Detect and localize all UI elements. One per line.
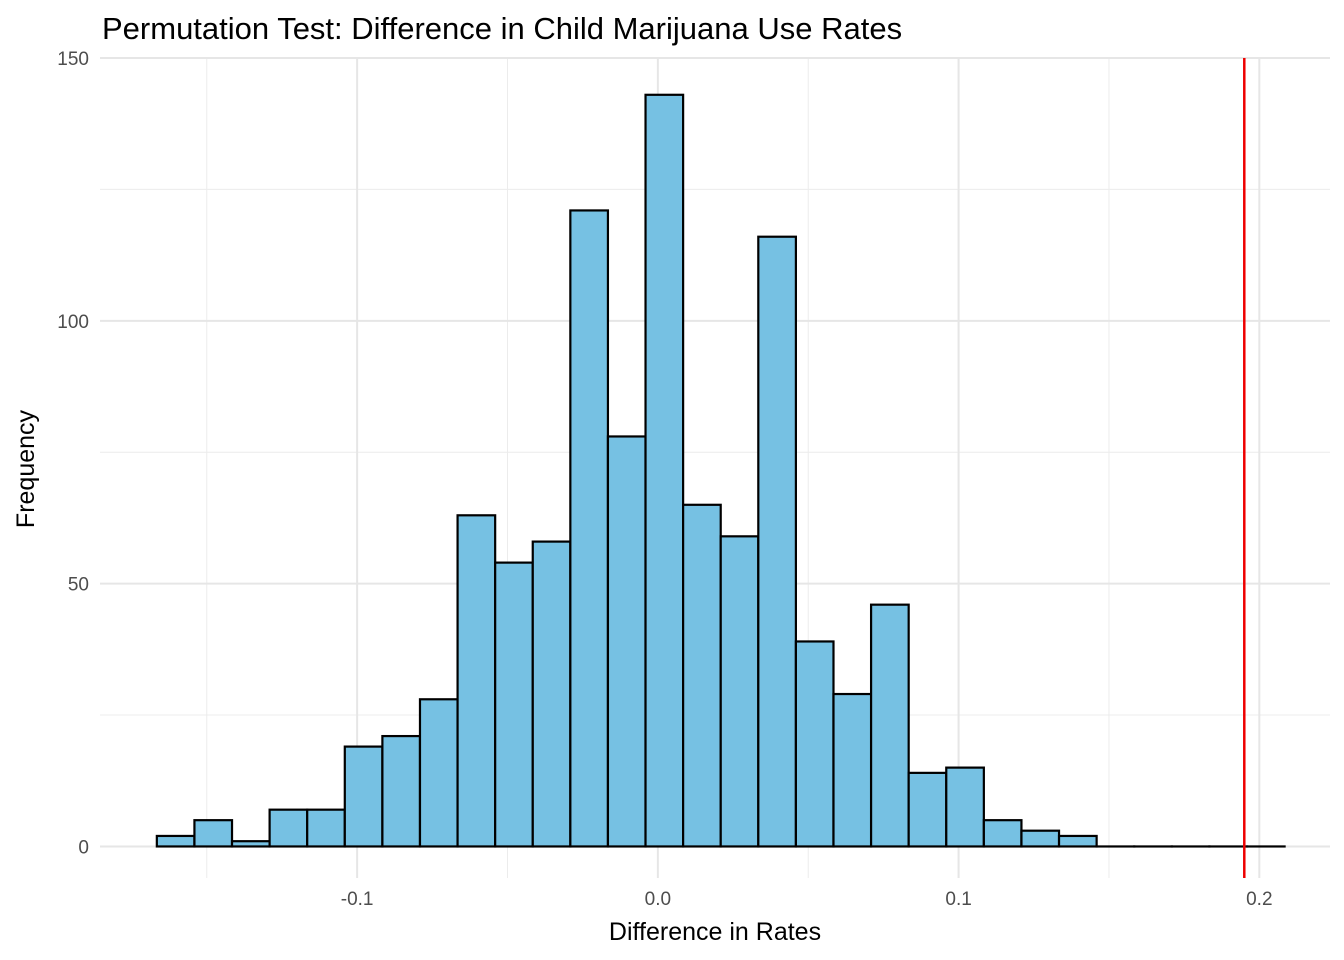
y-axis-title: Frequency — [12, 409, 40, 528]
histogram-bar — [1057, 834, 1098, 848]
histogram-bar — [569, 209, 610, 848]
tick-labels: -0.1 0.0 0.1 0.2 0 50 100 150 — [57, 49, 1272, 910]
y-tick-label: 0 — [78, 837, 89, 858]
y-tick-label: 100 — [57, 312, 89, 333]
histogram-bar — [1020, 829, 1061, 848]
histogram-bar — [682, 503, 722, 848]
y-tick-label: 150 — [57, 49, 89, 70]
histogram-bar — [531, 540, 572, 848]
histogram-bar — [869, 603, 910, 848]
histogram-bar — [606, 435, 647, 848]
histogram-bars — [155, 93, 1286, 848]
histogram-bar — [268, 808, 309, 848]
histogram-bar — [757, 235, 797, 848]
histogram-bar — [456, 514, 497, 848]
histogram-bar — [907, 771, 948, 848]
histogram-bar — [306, 808, 346, 848]
histogram-bar — [794, 640, 835, 848]
x-axis-title: Difference in Rates — [609, 918, 821, 946]
x-tick-label: -0.1 — [341, 889, 374, 910]
x-tick-label: 0.0 — [645, 889, 671, 910]
y-tick-label: 50 — [68, 575, 89, 596]
histogram-bar — [230, 840, 271, 848]
x-tick-label: 0.2 — [1246, 889, 1272, 910]
histogram-bar — [719, 535, 760, 848]
histogram-bar — [945, 766, 985, 848]
histogram-bar — [494, 561, 534, 848]
histogram-bar — [343, 745, 384, 848]
x-tick-label: 0.1 — [945, 889, 971, 910]
histogram-bar — [193, 819, 234, 848]
chart-title: Permutation Test: Difference in Child Ma… — [102, 11, 902, 46]
histogram-bar — [644, 93, 685, 848]
histogram-bar — [982, 819, 1023, 848]
histogram-bar — [832, 692, 873, 848]
histogram-bar — [155, 834, 196, 848]
histogram-bar — [418, 698, 459, 848]
histogram-bar — [381, 734, 422, 848]
